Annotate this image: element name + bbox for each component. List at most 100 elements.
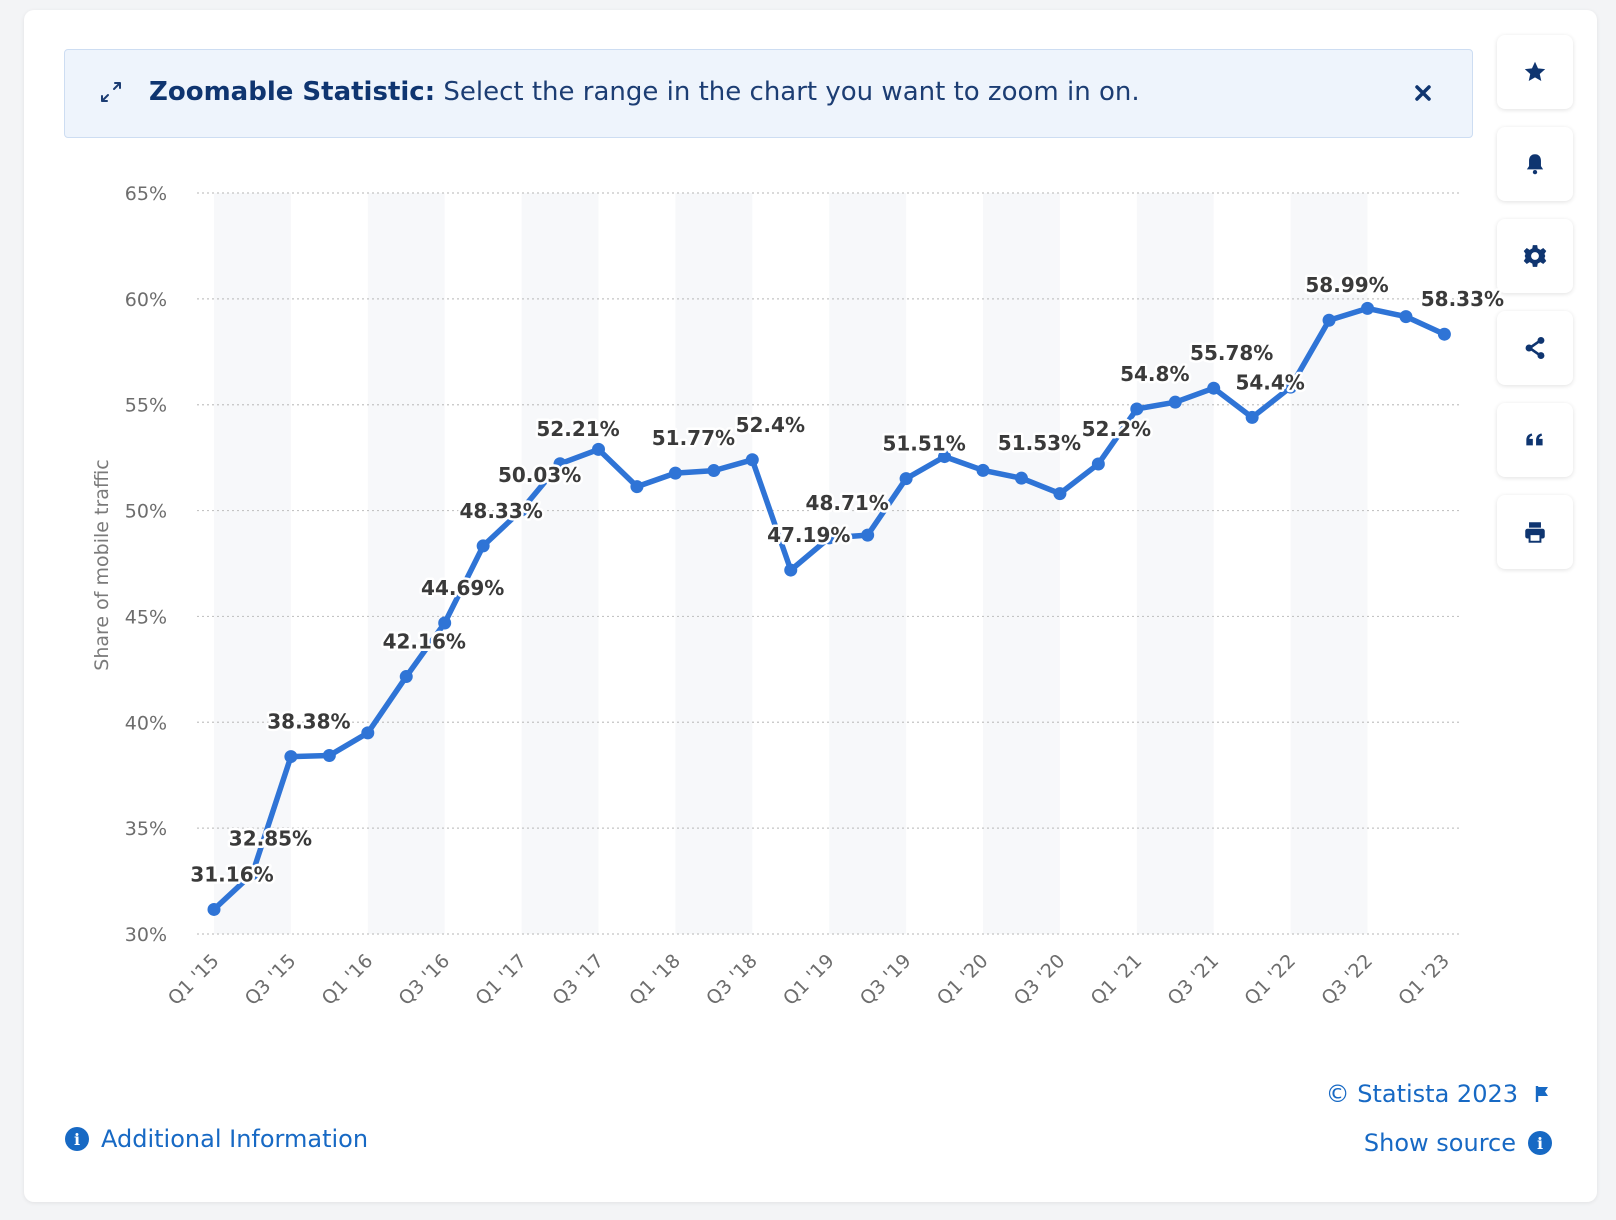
cite-button[interactable] <box>1497 403 1573 477</box>
y-tick-label: 60% <box>125 289 167 311</box>
data-point <box>1168 395 1182 409</box>
data-label: 51.51% <box>882 432 965 456</box>
bell-icon <box>1526 154 1544 175</box>
x-tick-label: Q3 '15 <box>241 950 301 1010</box>
chart-band <box>829 193 907 934</box>
chart-band <box>675 193 753 934</box>
chart-bands <box>214 193 1368 934</box>
data-label: 44.69% <box>421 576 504 600</box>
data-point <box>1014 471 1028 485</box>
zoom-banner-title: Zoomable Statistic: <box>149 77 436 107</box>
data-label: 54.4% <box>1235 370 1304 394</box>
chart-band <box>983 193 1060 934</box>
data-label: 52.2% <box>1082 417 1151 441</box>
data-point <box>1284 380 1298 394</box>
data-point <box>630 480 644 494</box>
zoom-banner-text: Zoomable Statistic: Select the range in … <box>149 77 1140 107</box>
star-icon <box>1524 61 1546 81</box>
additional-information-link[interactable]: i Additional Information <box>65 1125 368 1153</box>
chart-band <box>1290 193 1368 934</box>
x-tick-label: Q3 '17 <box>548 950 608 1010</box>
x-tick-label: Q1 '23 <box>1394 950 1454 1010</box>
x-tick-label: Q3 '19 <box>856 950 916 1010</box>
info-icon: i <box>65 1127 89 1151</box>
show-source-link[interactable]: Show source i <box>1364 1129 1552 1157</box>
settings-button[interactable] <box>1497 219 1573 293</box>
x-tick-label: Q3 '18 <box>702 950 762 1010</box>
data-label: 48.71% <box>806 491 889 515</box>
x-tick-label: Q1 '16 <box>318 950 378 1010</box>
quote-icon <box>1526 433 1543 446</box>
data-label: 32.85% <box>229 827 312 851</box>
data-point <box>822 531 836 545</box>
print-icon <box>1525 522 1545 543</box>
x-tick-label: Q1 '22 <box>1240 950 1300 1010</box>
gear-icon <box>1523 245 1547 267</box>
x-tick-label: Q1 '15 <box>164 950 224 1010</box>
y-tick-label: 35% <box>125 818 167 840</box>
data-point <box>284 750 298 764</box>
data-point <box>1130 402 1144 416</box>
data-label: 55.78% <box>1190 341 1273 365</box>
data-label: 52.21% <box>536 417 619 441</box>
chart-band <box>367 193 445 934</box>
copyright-text[interactable]: © Statista 2023 <box>1325 1080 1518 1108</box>
data-point <box>476 539 490 553</box>
data-point <box>1091 457 1105 471</box>
info-icon: i <box>1528 1131 1552 1155</box>
y-tick-label: 30% <box>125 924 167 946</box>
data-point <box>1361 301 1374 315</box>
zoom-banner-message: Select the range in the chart you want t… <box>443 77 1140 107</box>
y-tick-label: 65% <box>125 183 167 205</box>
data-point <box>322 749 336 763</box>
data-point <box>553 457 567 471</box>
data-point <box>938 450 952 464</box>
data-label: 38.38% <box>267 710 350 734</box>
chart-band <box>214 193 291 934</box>
y-tick-label: 50% <box>125 501 167 523</box>
data-label: 51.77% <box>652 426 735 450</box>
data-label: 31.16% <box>190 862 273 886</box>
share-icon <box>1525 336 1545 360</box>
series-points <box>207 301 1451 916</box>
chart-band <box>521 193 599 934</box>
data-point <box>1322 313 1336 327</box>
data-label: 52.4% <box>736 413 805 437</box>
data-point <box>745 453 759 467</box>
data-label: 47.19% <box>767 523 850 547</box>
data-point <box>899 472 913 486</box>
data-point <box>784 563 798 577</box>
data-point <box>976 463 990 477</box>
flag-icon[interactable] <box>1532 1084 1552 1104</box>
print-button[interactable] <box>1497 495 1573 569</box>
x-axis-ticks: Q1 '15 Q3 '15 Q1 '16 Q3 '16 Q1 '17 Q3 '17 Q1 '… <box>164 950 1454 1010</box>
data-point <box>707 464 721 478</box>
data-label: 58.33% <box>1421 287 1504 311</box>
data-point <box>207 902 221 916</box>
additional-information-label: Additional Information <box>101 1125 369 1153</box>
x-tick-label: Q1 '17 <box>471 950 531 1010</box>
data-point <box>592 442 605 456</box>
notification-button[interactable] <box>1497 127 1573 201</box>
zoom-banner: Zoomable Statistic: Select the range in … <box>64 49 1473 138</box>
data-point <box>1207 381 1221 395</box>
data-point <box>399 670 413 684</box>
data-point <box>861 528 875 542</box>
y-tick-label: 40% <box>125 712 167 734</box>
x-tick-label: Q1 '21 <box>1087 950 1147 1010</box>
data-label: 50.03% <box>498 463 581 487</box>
copyright: © Statista 2023 <box>1326 1080 1552 1108</box>
show-source-label: Show source <box>1363 1129 1516 1157</box>
data-label: 58.99% <box>1305 273 1388 297</box>
data-point <box>1245 410 1259 424</box>
x-tick-label: Q3 '20 <box>1010 950 1070 1010</box>
line-chart[interactable]: 30%35%40%45%50%55%60%65% Q1 '15 Q3 '15 Q1 … <box>0 0 1616 1060</box>
data-point <box>1399 310 1413 324</box>
data-point <box>361 726 375 740</box>
y-tick-label: 55% <box>125 395 167 417</box>
close-icon[interactable] <box>1408 78 1438 108</box>
favorite-button[interactable] <box>1497 35 1573 109</box>
data-point <box>668 466 682 480</box>
data-point <box>1437 327 1451 341</box>
share-button[interactable] <box>1497 311 1573 385</box>
